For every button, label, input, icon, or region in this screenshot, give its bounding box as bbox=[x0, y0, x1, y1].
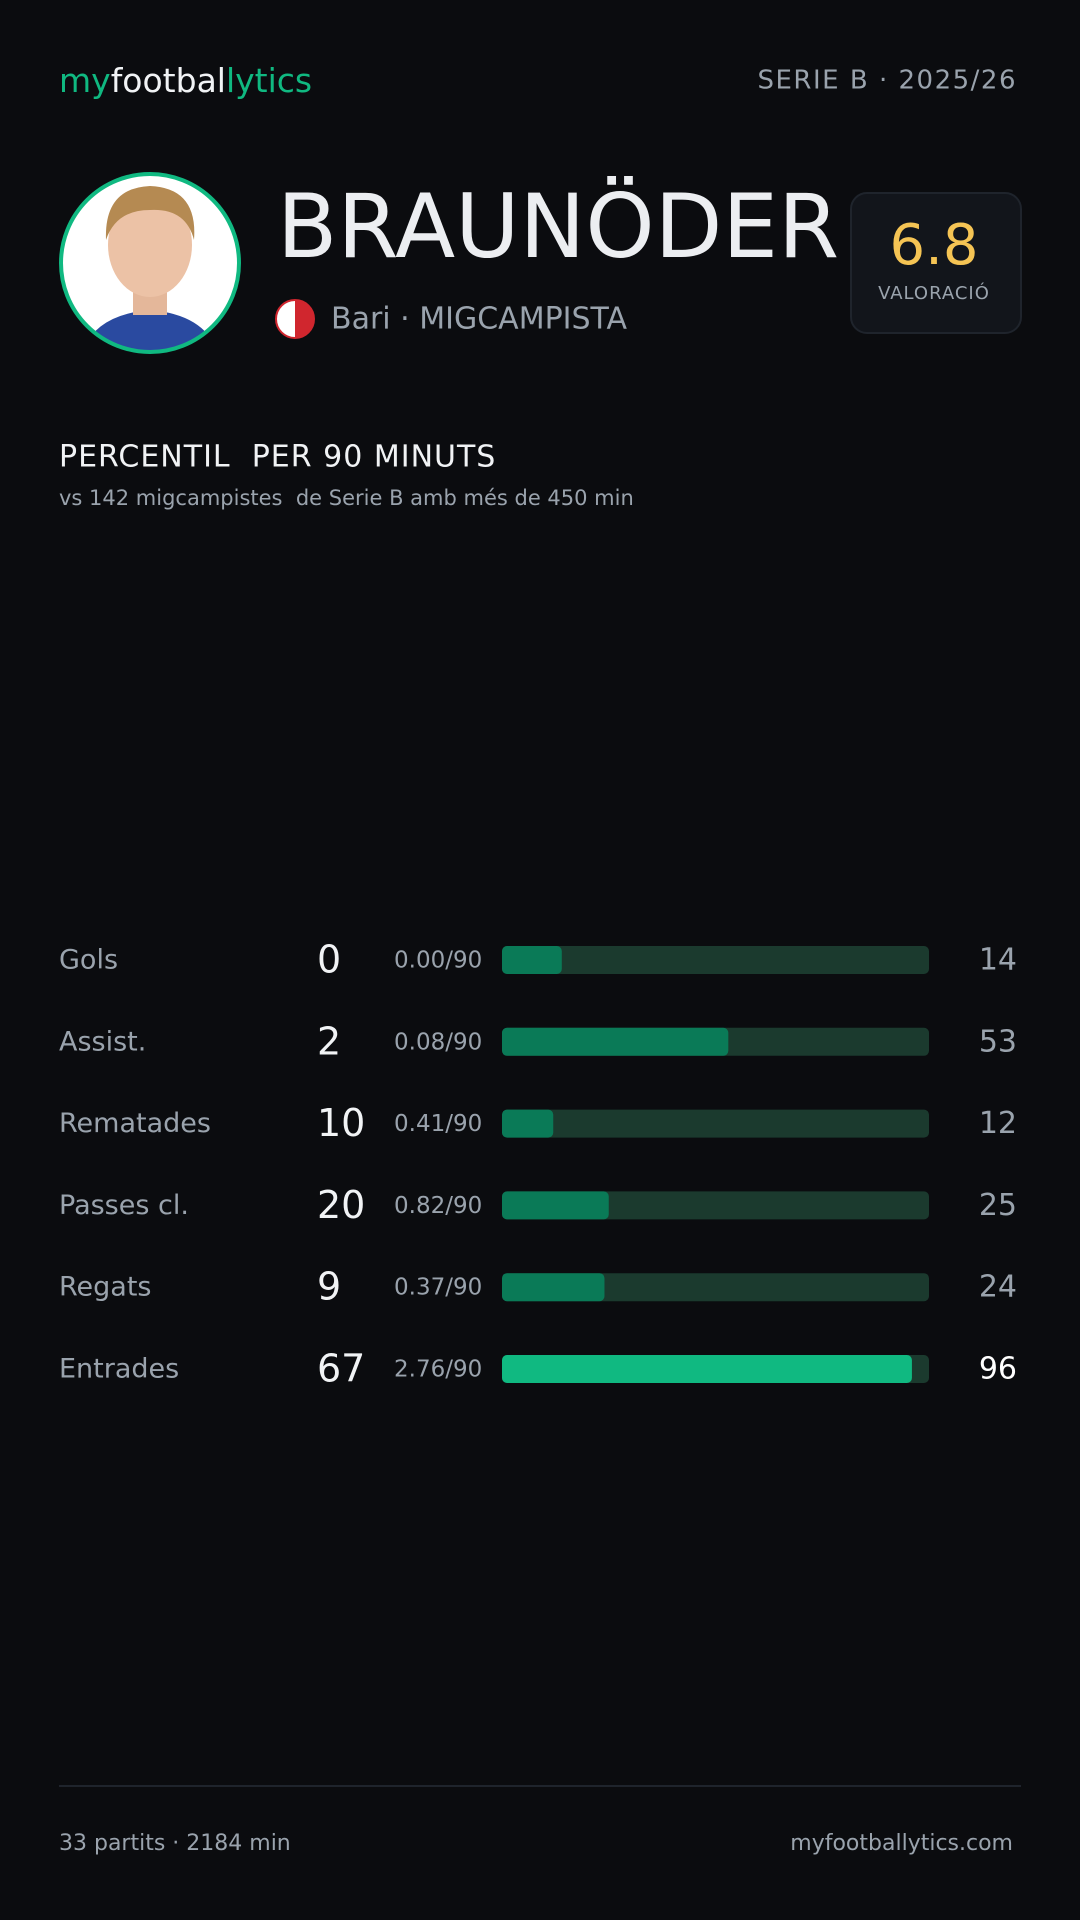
stat-per90: 0.41/90 bbox=[394, 1111, 482, 1137]
logo-part: footbal bbox=[111, 61, 226, 100]
stat-label: Passes cl. bbox=[59, 1190, 189, 1221]
stat-per90: 0.08/90 bbox=[394, 1029, 482, 1055]
stat-per90: 0.00/90 bbox=[394, 948, 482, 974]
stat-label: Assist. bbox=[59, 1026, 146, 1057]
player-name: BRAUNÖDER bbox=[277, 175, 839, 278]
percentile-label: 25 bbox=[979, 1188, 1017, 1223]
logo: myfootballytics bbox=[59, 61, 312, 100]
percentile-label: 14 bbox=[979, 943, 1017, 978]
bar-track bbox=[502, 946, 929, 974]
stat-per90: 0.82/90 bbox=[394, 1193, 482, 1219]
rating: 6.8 bbox=[889, 213, 978, 278]
bar bbox=[502, 1273, 605, 1302]
stat-per90: 0.37/90 bbox=[394, 1275, 482, 1301]
stat-label: Rematades bbox=[59, 1108, 211, 1139]
team-position: Bari · MIGCAMPISTA bbox=[331, 302, 628, 337]
rating-label: VALORACIÓ bbox=[878, 282, 990, 304]
bar bbox=[502, 1191, 609, 1220]
bar-track bbox=[502, 1109, 929, 1138]
bar bbox=[502, 946, 562, 974]
percentile-label: 12 bbox=[979, 1106, 1017, 1141]
stat-total: 2 bbox=[317, 1019, 341, 1063]
stat-per90: 2.76/90 bbox=[394, 1357, 482, 1383]
stat-total: 0 bbox=[317, 938, 341, 982]
club-badge bbox=[275, 299, 315, 339]
stat-total: 10 bbox=[317, 1101, 365, 1145]
bar bbox=[502, 1027, 729, 1056]
percentile-label: 53 bbox=[979, 1024, 1017, 1059]
stat-label: Gols bbox=[59, 945, 118, 976]
stat-total: 9 bbox=[317, 1265, 341, 1309]
rating-box bbox=[850, 192, 1022, 334]
stat-total: 67 bbox=[317, 1347, 365, 1391]
stat-label: Regats bbox=[59, 1272, 152, 1303]
footer-right: myfootballytics.com bbox=[790, 1831, 1013, 1856]
stat-total: 20 bbox=[317, 1183, 365, 1227]
footer-left: 33 partits · 2184 min bbox=[59, 1831, 291, 1856]
percentile-label: 24 bbox=[979, 1270, 1017, 1305]
section-title: PERCENTIL PER 90 MINUTS bbox=[59, 440, 496, 475]
stat-label: Entrades bbox=[59, 1354, 179, 1385]
section-subtitle: vs 142 migcampistes de Serie B amb més d… bbox=[59, 486, 634, 510]
bar bbox=[502, 1355, 912, 1383]
player-photo bbox=[59, 172, 241, 354]
bar-track bbox=[502, 1273, 929, 1302]
bar bbox=[502, 1109, 554, 1138]
stat-rows: Gols 0 0.00/90 14 Assist. 2 0.08/90 53 Rematades… bbox=[59, 938, 1017, 1391]
percentile-label: 96 bbox=[979, 1352, 1017, 1387]
logo-part: lytics bbox=[226, 61, 312, 100]
logo-part: my bbox=[59, 61, 111, 100]
competition: SERIE B · 2025/26 bbox=[758, 66, 1018, 96]
